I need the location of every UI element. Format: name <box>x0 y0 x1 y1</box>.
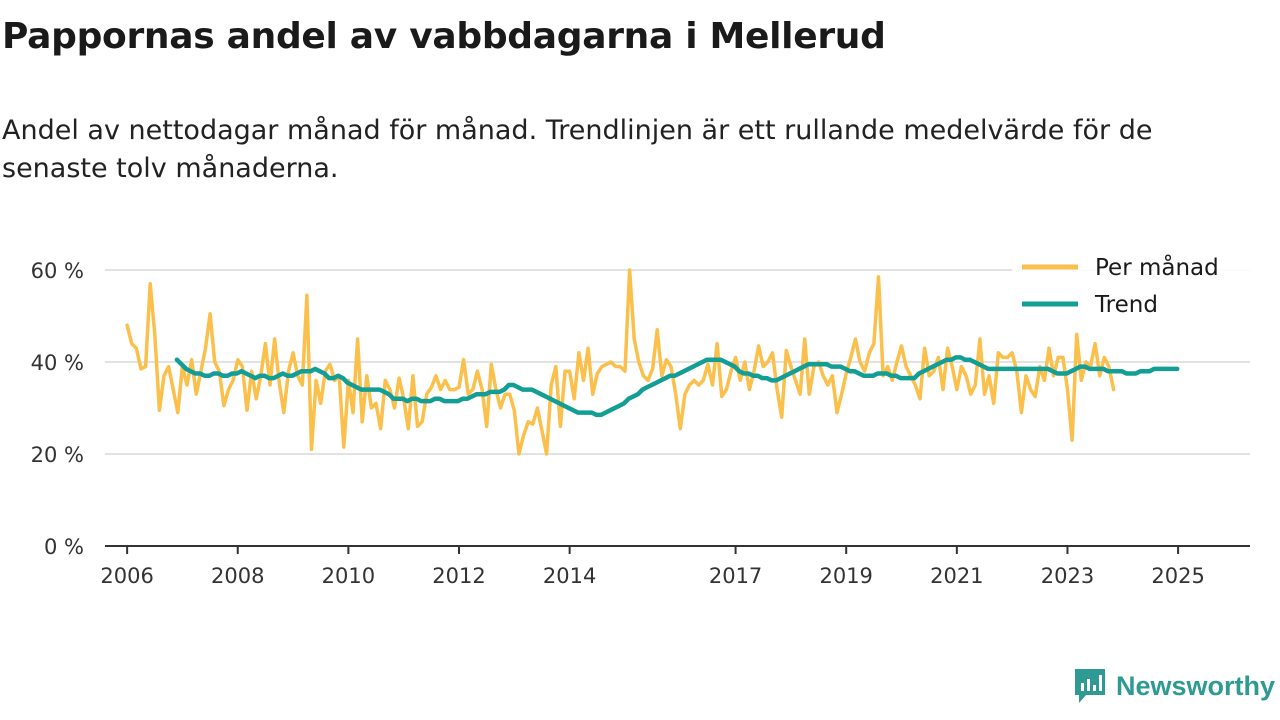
x-tick-label: 2021 <box>930 564 983 588</box>
y-tick-label: 20 % <box>31 443 84 467</box>
y-axis: 0 % 20 % 40 % 60 % <box>31 259 84 559</box>
x-tick-label: 2019 <box>819 564 872 588</box>
chart-subtitle: Andel av nettodagar månad för månad. Tre… <box>2 115 1153 184</box>
series-line-per-manad <box>125 268 1116 456</box>
y-tick-label: 60 % <box>31 259 84 283</box>
x-tick-label: 2012 <box>432 564 485 588</box>
x-tick-label: 2008 <box>211 564 264 588</box>
x-tick-label: 2010 <box>322 564 375 588</box>
x-tick-label: 2006 <box>100 564 153 588</box>
y-tick-label: 0 % <box>44 535 84 559</box>
chart-title: Pappornas andel av vabbdagarna i Melleru… <box>2 16 886 57</box>
x-tick-label: 2023 <box>1041 564 1094 588</box>
legend-label: Per månad <box>1095 253 1219 281</box>
series <box>125 268 1180 456</box>
legend[interactable]: Per månad Trend <box>1012 250 1252 321</box>
y-tick-label: 40 % <box>31 351 84 375</box>
x-axis: 2006 2008 2010 2012 2014 2017 2019 2021 2023 2025 <box>100 545 1250 588</box>
brand-name: Newsworthy <box>1116 670 1276 701</box>
x-tick-label: 2014 <box>543 564 596 588</box>
x-tick-label: 2017 <box>709 564 762 588</box>
newsworthy-brand[interactable]: Newsworthy <box>1072 666 1275 706</box>
newsworthy-logo-icon <box>1075 669 1105 703</box>
legend-label: Trend <box>1094 292 1158 318</box>
x-tick-label: 2025 <box>1151 564 1204 588</box>
series-line-trend <box>174 355 1180 418</box>
